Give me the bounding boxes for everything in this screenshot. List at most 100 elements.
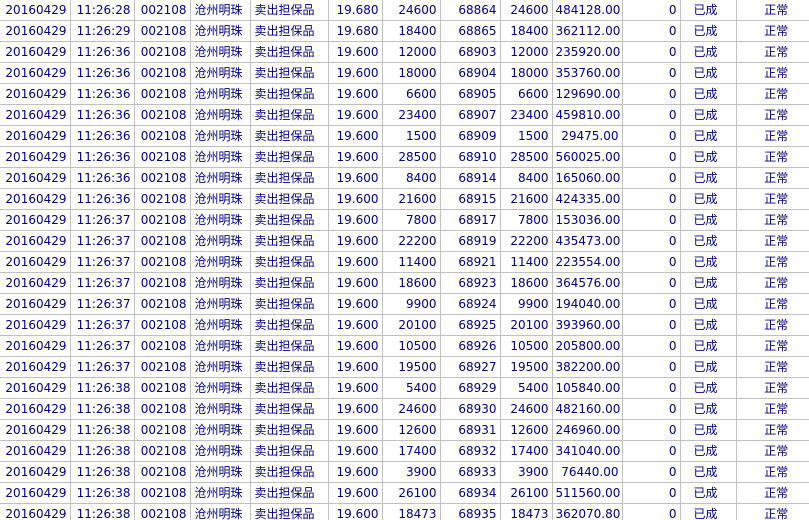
- filled-quantity-cell: 5400: [500, 377, 553, 399]
- table-row[interactable]: 20160429 11:26:36 002108 沧州明珠 卖出担保品 19.600 120…: [0, 41, 809, 63]
- note-cell: 正常: [736, 230, 809, 252]
- table-row[interactable]: 20160429 11:26:28 002108 沧州明珠 卖出担保品 19.680 246…: [0, 0, 809, 21]
- table-row[interactable]: 20160429 11:26:36 002108 沧州明珠 卖出担保品 19.600 840…: [0, 167, 809, 189]
- contract-no-cell: 68923: [440, 272, 501, 294]
- quantity-cell: 18473: [382, 503, 441, 520]
- quantity-cell: 24600: [382, 0, 441, 21]
- cancelled-quantity-cell: 0: [622, 20, 681, 42]
- quantity-cell: 10500: [382, 335, 441, 357]
- note-cell: 正常: [736, 419, 809, 441]
- trade-time-cell: 11:26:36: [70, 146, 135, 168]
- price-cell: 19.680: [328, 0, 383, 21]
- trade-time-cell: 11:26:29: [70, 20, 135, 42]
- trade-time-cell: 11:26:36: [70, 41, 135, 63]
- price-cell: 19.600: [328, 335, 383, 357]
- table-row[interactable]: 20160429 11:26:36 002108 沧州明珠 卖出担保品 19.600 180…: [0, 62, 809, 84]
- filled-quantity-cell: 28500: [500, 146, 553, 168]
- note-cell: 正常: [736, 125, 809, 147]
- table-row[interactable]: 20160429 11:26:38 002108 沧州明珠 卖出担保品 19.600 126…: [0, 419, 809, 441]
- operation-cell: 卖出担保品: [250, 0, 329, 21]
- trade-date-cell: 20160429: [0, 251, 71, 273]
- table-row[interactable]: 20160429 11:26:38 002108 沧州明珠 卖出担保品 19.600 390…: [0, 461, 809, 483]
- filled-amount-cell: 341040.00: [552, 440, 623, 462]
- filled-amount-cell: 482160.00: [552, 398, 623, 420]
- security-name-cell: 沧州明珠: [190, 398, 251, 420]
- table-row[interactable]: 20160429 11:26:38 002108 沧州明珠 卖出担保品 19.600 540…: [0, 377, 809, 399]
- contract-no-cell: 68904: [440, 62, 501, 84]
- trade-time-cell: 11:26:38: [70, 461, 135, 483]
- quantity-cell: 12600: [382, 419, 441, 441]
- table-row[interactable]: 20160429 11:26:29 002108 沧州明珠 卖出担保品 19.680 184…: [0, 20, 809, 42]
- table-row[interactable]: 20160429 11:26:37 002108 沧州明珠 卖出担保品 19.600 780…: [0, 209, 809, 231]
- table-row[interactable]: 20160429 11:26:36 002108 沧州明珠 卖出担保品 19.600 660…: [0, 83, 809, 105]
- operation-cell: 卖出担保品: [250, 419, 329, 441]
- price-cell: 19.600: [328, 482, 383, 504]
- filled-amount-cell: 424335.00: [552, 188, 623, 210]
- security-name-cell: 沧州明珠: [190, 335, 251, 357]
- table-row[interactable]: 20160429 11:26:36 002108 沧州明珠 卖出担保品 19.600 216…: [0, 188, 809, 210]
- table-row[interactable]: 20160429 11:26:38 002108 沧州明珠 卖出担保品 19.600 246…: [0, 398, 809, 420]
- operation-cell: 卖出担保品: [250, 335, 329, 357]
- operation-cell: 卖出担保品: [250, 377, 329, 399]
- filled-amount-cell: 223554.00: [552, 251, 623, 273]
- security-name-cell: 沧州明珠: [190, 503, 251, 520]
- cancelled-quantity-cell: 0: [622, 377, 681, 399]
- security-code-cell: 002108: [134, 335, 191, 357]
- table-row[interactable]: 20160429 11:26:37 002108 沧州明珠 卖出担保品 19.600 114…: [0, 251, 809, 273]
- status-cell: 已成: [680, 62, 737, 84]
- table-row[interactable]: 20160429 11:26:38 002108 沧州明珠 卖出担保品 19.600 184…: [0, 503, 809, 520]
- security-name-cell: 沧州明珠: [190, 20, 251, 42]
- table-row[interactable]: 20160429 11:26:37 002108 沧州明珠 卖出担保品 19.600 186…: [0, 272, 809, 294]
- table-row[interactable]: 20160429 11:26:37 002108 沧州明珠 卖出担保品 19.600 990…: [0, 293, 809, 315]
- trade-date-cell: 20160429: [0, 62, 71, 84]
- quantity-cell: 26100: [382, 482, 441, 504]
- trade-time-cell: 11:26:38: [70, 377, 135, 399]
- operation-cell: 卖出担保品: [250, 188, 329, 210]
- trade-date-cell: 20160429: [0, 146, 71, 168]
- trade-time-cell: 11:26:37: [70, 230, 135, 252]
- contract-no-cell: 68929: [440, 377, 501, 399]
- security-name-cell: 沧州明珠: [190, 440, 251, 462]
- contract-no-cell: 68905: [440, 83, 501, 105]
- security-code-cell: 002108: [134, 125, 191, 147]
- table-row[interactable]: 20160429 11:26:37 002108 沧州明珠 卖出担保品 19.600 222…: [0, 230, 809, 252]
- filled-amount-cell: 76440.00: [552, 461, 623, 483]
- contract-no-cell: 68914: [440, 167, 501, 189]
- note-cell: 正常: [736, 503, 809, 520]
- contract-no-cell: 68915: [440, 188, 501, 210]
- quantity-cell: 18600: [382, 272, 441, 294]
- table-row[interactable]: 20160429 11:26:37 002108 沧州明珠 卖出担保品 19.600 195…: [0, 356, 809, 378]
- table-row[interactable]: 20160429 11:26:37 002108 沧州明珠 卖出担保品 19.600 201…: [0, 314, 809, 336]
- security-code-cell: 002108: [134, 188, 191, 210]
- security-name-cell: 沧州明珠: [190, 83, 251, 105]
- price-cell: 19.680: [328, 20, 383, 42]
- operation-cell: 卖出担保品: [250, 167, 329, 189]
- security-name-cell: 沧州明珠: [190, 314, 251, 336]
- operation-cell: 卖出担保品: [250, 482, 329, 504]
- note-cell: 正常: [736, 188, 809, 210]
- operation-cell: 卖出担保品: [250, 41, 329, 63]
- filled-amount-cell: 165060.00: [552, 167, 623, 189]
- contract-no-cell: 68919: [440, 230, 501, 252]
- filled-quantity-cell: 24600: [500, 0, 553, 21]
- status-cell: 已成: [680, 251, 737, 273]
- table-row[interactable]: 20160429 11:26:38 002108 沧州明珠 卖出担保品 19.600 261…: [0, 482, 809, 504]
- table-row[interactable]: 20160429 11:26:36 002108 沧州明珠 卖出担保品 19.600 150…: [0, 125, 809, 147]
- table-row[interactable]: 20160429 11:26:38 002108 沧州明珠 卖出担保品 19.600 174…: [0, 440, 809, 462]
- security-code-cell: 002108: [134, 293, 191, 315]
- table-row[interactable]: 20160429 11:26:36 002108 沧州明珠 卖出担保品 19.600 285…: [0, 146, 809, 168]
- price-cell: 19.600: [328, 188, 383, 210]
- filled-quantity-cell: 12600: [500, 419, 553, 441]
- operation-cell: 卖出担保品: [250, 251, 329, 273]
- status-cell: 已成: [680, 335, 737, 357]
- operation-cell: 卖出担保品: [250, 461, 329, 483]
- table-row[interactable]: 20160429 11:26:37 002108 沧州明珠 卖出担保品 19.600 105…: [0, 335, 809, 357]
- security-name-cell: 沧州明珠: [190, 125, 251, 147]
- filled-quantity-cell: 23400: [500, 104, 553, 126]
- table-row[interactable]: 20160429 11:26:36 002108 沧州明珠 卖出担保品 19.600 234…: [0, 104, 809, 126]
- note-cell: 正常: [736, 167, 809, 189]
- security-code-cell: 002108: [134, 104, 191, 126]
- filled-quantity-cell: 21600: [500, 188, 553, 210]
- trade-date-cell: 20160429: [0, 0, 71, 21]
